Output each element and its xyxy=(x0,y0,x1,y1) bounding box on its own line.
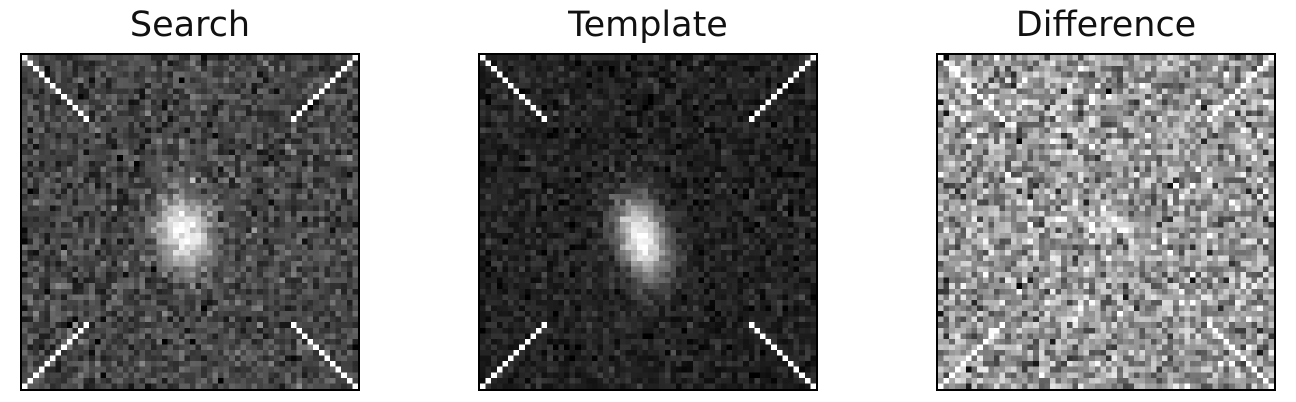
template-image-pixels xyxy=(480,55,816,389)
difference-image-pixels xyxy=(938,55,1274,389)
search-image-pixels xyxy=(22,55,358,389)
template-title: Template xyxy=(568,5,728,45)
difference-title: Difference xyxy=(1015,5,1197,45)
template-panel: Template xyxy=(478,0,818,402)
template-image xyxy=(478,53,818,391)
search-title: Search xyxy=(129,5,251,45)
difference-panel: Difference xyxy=(936,0,1276,402)
difference-image xyxy=(936,53,1276,391)
search-image xyxy=(20,53,360,391)
search-panel: Search xyxy=(20,0,360,402)
